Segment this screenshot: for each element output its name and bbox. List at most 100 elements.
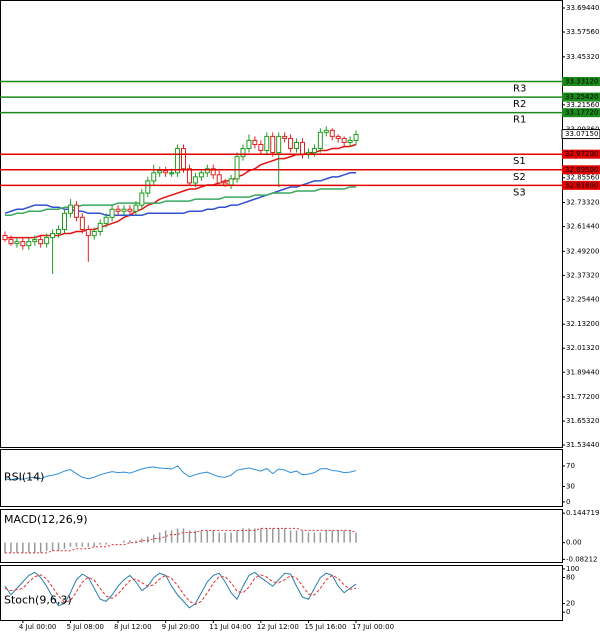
y-tick-label: 32.73320 (566, 199, 599, 207)
y-tick-label: 32.37320 (566, 271, 599, 279)
x-tick-label: 9 Jul 20:00 (162, 623, 200, 631)
panel-title: Stoch(9,6,3) (4, 594, 72, 607)
line (4, 172, 357, 217)
level-name: S2 (513, 172, 526, 183)
candle-body (145, 180, 151, 194)
candle-body (67, 204, 73, 214)
level-name: S3 (513, 187, 526, 198)
panel-title: MACD(12,26,9) (4, 513, 88, 526)
candle-body (240, 148, 246, 158)
level-box (562, 165, 600, 175)
candle-body (329, 129, 335, 137)
candle-body (192, 176, 198, 184)
y-tick-label: 31.65320 (566, 417, 599, 425)
candle-body (181, 148, 186, 170)
candle-body (204, 168, 210, 174)
candle-body (2, 235, 8, 241)
level-box (562, 149, 600, 159)
candle-body (300, 141, 305, 156)
y-tick-label: 100 (566, 565, 579, 573)
x-tick-label: 12 Jul 12:00 (257, 623, 299, 631)
y-tick-label: 32.61440 (566, 223, 599, 231)
y-tick-label: 31.77200 (566, 393, 599, 401)
line (5, 186, 357, 217)
y-tick-label: 31.89440 (566, 368, 599, 376)
price-box (561, 129, 600, 140)
line (4, 574, 357, 605)
x-tick-label: 8 Jul 12:00 (114, 623, 152, 631)
candle-body (56, 228, 62, 235)
candle-body (50, 233, 56, 239)
stoch-panel (0, 565, 563, 621)
candle-body (294, 141, 300, 150)
candle-body (20, 241, 26, 247)
y-tick-label: 30 (566, 482, 575, 490)
candle-body (186, 168, 192, 184)
panel-title: RSI(14) (4, 471, 44, 484)
x-tick-label: 5 Jul 08:00 (66, 623, 104, 631)
candle-body (14, 241, 20, 245)
candle-body (347, 139, 353, 143)
candle-body (288, 137, 294, 150)
candle-body (317, 131, 323, 150)
candle-body (323, 129, 329, 133)
candle-body (38, 239, 44, 245)
y-tick-label: 0.144719 (566, 509, 599, 517)
y-tick-label: 20 (566, 600, 575, 608)
candle-body (311, 148, 317, 154)
candle-body (115, 208, 121, 212)
candle-body (73, 204, 79, 218)
candle-body (282, 135, 288, 139)
candle-body (198, 172, 204, 178)
candle-body (353, 133, 359, 141)
y-tick-label: 33.21560 (566, 101, 599, 109)
candle-body (246, 139, 252, 150)
y-tick-label: 32.01320 (566, 344, 599, 352)
candle-body (8, 239, 14, 245)
candle-body (103, 216, 109, 224)
y-tick-label: 32.49200 (566, 247, 599, 255)
candle-body (62, 212, 67, 230)
candle-body (270, 135, 276, 154)
line (4, 465, 357, 481)
level-value: 32.81800 (565, 181, 598, 189)
candle-body (109, 208, 115, 218)
candle-body (252, 139, 258, 145)
y-tick-label: 33.57560 (566, 28, 599, 36)
candle-body (234, 156, 240, 180)
candle-body (151, 172, 157, 182)
candle-body (163, 170, 169, 174)
level-box (562, 77, 600, 87)
y-tick-label: 0 (566, 608, 570, 616)
x-tick-label: 15 Jul 16:00 (304, 623, 346, 631)
candle-body (85, 228, 91, 237)
candle-body (258, 143, 264, 152)
candle-body (139, 192, 145, 206)
candle-body (157, 170, 163, 174)
level-box (562, 92, 600, 102)
candle-body (97, 222, 103, 232)
y-tick-label: 32.25440 (566, 295, 599, 303)
level-value: 32.97200 (565, 150, 598, 158)
candle-body (79, 216, 85, 230)
level-value: 33.33120 (565, 78, 598, 86)
candle-body (276, 135, 282, 154)
level-name: S1 (513, 156, 526, 167)
candle-body (175, 148, 181, 174)
candle-body (216, 174, 222, 184)
y-tick-label: 0.00 (566, 539, 582, 547)
x-tick-label: 11 Jul 04:00 (209, 623, 251, 631)
candle-body (341, 137, 347, 143)
level-box (562, 180, 600, 190)
candle-body (127, 208, 133, 212)
candle-body (335, 135, 341, 139)
y-tick-label: 32.85560 (566, 174, 599, 182)
candle-body (210, 168, 216, 176)
y-tick-label: 31.53440 (566, 441, 599, 449)
level-value: 33.17720 (565, 109, 598, 117)
x-tick-label: 4 Jul 00:00 (19, 623, 57, 631)
y-tick-label: 32.13200 (566, 320, 599, 328)
candle-body (26, 241, 32, 247)
x-tick-label: 17 Jul 00:00 (352, 623, 394, 631)
